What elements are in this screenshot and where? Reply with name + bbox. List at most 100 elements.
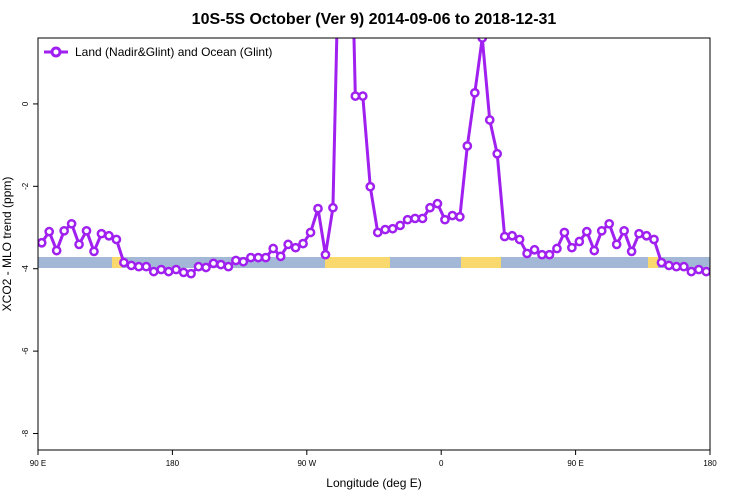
data-point	[141, 261, 152, 272]
data-point	[664, 260, 674, 271]
y-axis-label: XCO2 - MLO trend (ppm)	[0, 177, 14, 312]
land-band	[325, 257, 390, 268]
data-point	[581, 226, 592, 237]
data-point	[298, 238, 308, 249]
x-axis-label: Longitude (deg E)	[326, 476, 421, 490]
data-point	[238, 256, 249, 267]
data-point	[156, 264, 167, 275]
data-point	[462, 141, 473, 151]
data-point	[514, 234, 525, 245]
land-band	[112, 257, 122, 268]
data-point	[163, 266, 174, 277]
x-tick-label: 0	[439, 459, 444, 468]
data-point	[447, 210, 458, 221]
data-point	[544, 249, 555, 260]
data-point	[432, 198, 443, 209]
plot-area	[38, 38, 710, 279]
land-band	[648, 257, 658, 268]
y-tick-label: 0	[21, 101, 30, 106]
data-point	[66, 218, 77, 229]
legend: Land (Nadir&Glint) and Ocean (Glint)	[44, 45, 272, 59]
data-point	[619, 225, 629, 236]
data-point	[208, 258, 219, 269]
chart-title: 10S-5S October (Ver 9) 2014-09-06 to 201…	[192, 11, 557, 28]
data-point	[119, 257, 129, 268]
data-point	[686, 266, 697, 277]
data-point	[701, 266, 710, 277]
data-point	[641, 230, 652, 241]
data-point	[634, 228, 644, 239]
legend-label: Land (Nadir&Glint) and Ocean (Glint)	[75, 45, 272, 59]
y-tick-label: -6	[21, 347, 30, 355]
x-tick-label: 90 E	[30, 459, 46, 468]
data-point	[193, 261, 204, 272]
data-point	[253, 252, 264, 263]
x-tick-label: 90 W	[297, 459, 316, 468]
data-point	[350, 91, 361, 101]
data-point	[148, 266, 159, 277]
data-point	[455, 211, 465, 222]
land-band	[461, 257, 501, 268]
data-point	[245, 252, 256, 263]
legend-marker	[50, 46, 62, 58]
data-point	[275, 251, 286, 262]
data-point	[223, 261, 234, 272]
data-point	[596, 225, 607, 236]
data-point	[328, 202, 338, 213]
data-point	[492, 148, 503, 159]
plot-frame	[37, 37, 711, 451]
data-point	[425, 202, 435, 213]
data-point	[178, 267, 189, 278]
data-point	[693, 264, 704, 275]
data-point	[104, 230, 114, 241]
data-point	[186, 268, 196, 279]
data-point	[567, 242, 577, 253]
data-point	[133, 261, 144, 272]
y-tick-label: -2	[21, 182, 30, 190]
data-point	[260, 252, 271, 263]
data-point	[537, 249, 547, 260]
data-point	[96, 228, 107, 239]
data-point	[357, 91, 368, 101]
data-point	[402, 214, 413, 225]
data-point	[38, 237, 47, 248]
data-point	[216, 259, 226, 270]
map-strip	[38, 257, 710, 268]
data-point	[611, 239, 622, 250]
data-point	[290, 242, 301, 253]
data-point	[313, 203, 323, 214]
data-point	[387, 223, 398, 234]
data-point	[522, 248, 532, 259]
data-point	[74, 239, 84, 250]
data-point	[440, 214, 450, 225]
data-point	[656, 257, 667, 268]
data-point	[380, 224, 391, 235]
data-point	[44, 226, 55, 237]
data-point	[201, 262, 211, 273]
x-tick-label: 90 E	[567, 459, 583, 468]
data-point	[111, 234, 122, 245]
x-tick-label: 180	[703, 459, 717, 468]
data-point	[529, 244, 540, 255]
y-tick-label: -4	[21, 265, 30, 273]
data-point	[126, 260, 137, 271]
data-point	[283, 239, 293, 250]
data-point	[679, 261, 689, 272]
data-point	[626, 246, 637, 257]
data-point	[171, 264, 181, 275]
data-point	[89, 246, 99, 257]
data-point	[589, 245, 600, 256]
y-tick-label: -8	[21, 429, 30, 437]
data-point	[484, 115, 495, 125]
data-point	[51, 245, 62, 256]
data-point	[417, 213, 428, 224]
data-point	[372, 227, 383, 238]
data-point	[559, 227, 570, 238]
data-point	[410, 213, 420, 224]
data-point	[231, 255, 241, 266]
data-point	[604, 218, 615, 229]
data-point	[499, 231, 510, 242]
data-point	[507, 230, 517, 241]
x-tick-label: 180	[166, 459, 180, 468]
